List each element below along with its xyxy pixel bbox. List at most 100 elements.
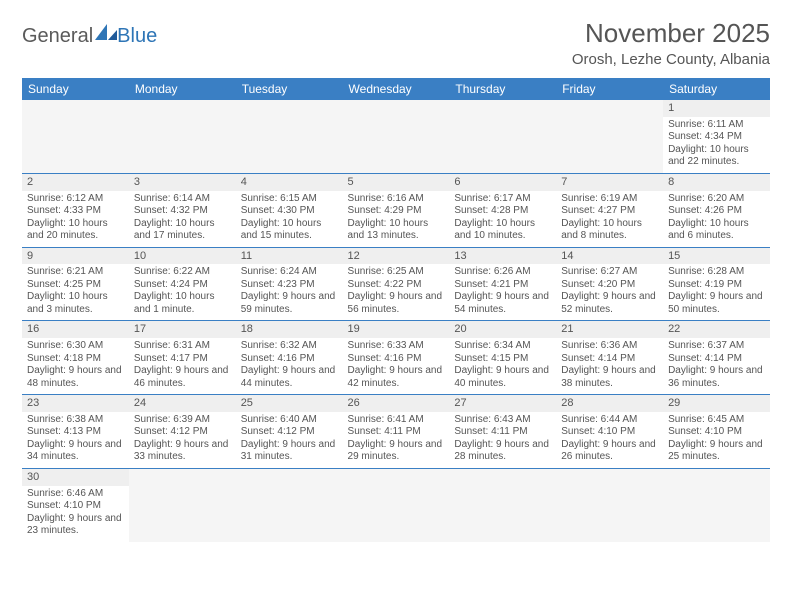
calendar-cell: 16Sunrise: 6:30 AMSunset: 4:18 PMDayligh… [22, 321, 129, 395]
sunrise-text: Sunrise: 6:44 AM [561, 414, 658, 427]
calendar-cell: 8Sunrise: 6:20 AMSunset: 4:26 PMDaylight… [663, 173, 770, 247]
daylight-text: Daylight: 9 hours and 56 minutes. [348, 291, 445, 316]
sunset-text: Sunset: 4:11 PM [348, 426, 445, 439]
day-number: 27 [449, 395, 556, 412]
sunset-text: Sunset: 4:18 PM [27, 353, 124, 366]
day-number: 24 [129, 395, 236, 412]
daylight-text: Daylight: 10 hours and 8 minutes. [561, 218, 658, 243]
calendar-cell: 7Sunrise: 6:19 AMSunset: 4:27 PMDaylight… [556, 173, 663, 247]
daylight-text: Daylight: 9 hours and 33 minutes. [134, 439, 231, 464]
sunrise-text: Sunrise: 6:43 AM [454, 414, 551, 427]
daylight-text: Daylight: 9 hours and 46 minutes. [134, 365, 231, 390]
day-number: 16 [22, 321, 129, 338]
sunrise-text: Sunrise: 6:16 AM [348, 193, 445, 206]
daylight-text: Daylight: 9 hours and 59 minutes. [241, 291, 338, 316]
daylight-text: Daylight: 9 hours and 44 minutes. [241, 365, 338, 390]
day-number: 4 [236, 174, 343, 191]
daylight-text: Daylight: 9 hours and 29 minutes. [348, 439, 445, 464]
sunset-text: Sunset: 4:28 PM [454, 205, 551, 218]
calendar-row: 1Sunrise: 6:11 AMSunset: 4:34 PMDaylight… [22, 100, 770, 173]
calendar-cell [449, 468, 556, 541]
day-number: 2 [22, 174, 129, 191]
sunset-text: Sunset: 4:32 PM [134, 205, 231, 218]
sunset-text: Sunset: 4:30 PM [241, 205, 338, 218]
calendar-cell: 22Sunrise: 6:37 AMSunset: 4:14 PMDayligh… [663, 321, 770, 395]
weekday-header: Thursday [449, 78, 556, 100]
calendar-cell [449, 100, 556, 173]
sunrise-text: Sunrise: 6:34 AM [454, 340, 551, 353]
sunrise-text: Sunrise: 6:31 AM [134, 340, 231, 353]
sunset-text: Sunset: 4:13 PM [27, 426, 124, 439]
calendar-cell: 15Sunrise: 6:28 AMSunset: 4:19 PMDayligh… [663, 247, 770, 321]
sunrise-text: Sunrise: 6:20 AM [668, 193, 765, 206]
calendar-table: Sunday Monday Tuesday Wednesday Thursday… [22, 78, 770, 542]
sunset-text: Sunset: 4:24 PM [134, 279, 231, 292]
sunrise-text: Sunrise: 6:37 AM [668, 340, 765, 353]
sunset-text: Sunset: 4:23 PM [241, 279, 338, 292]
sunset-text: Sunset: 4:15 PM [454, 353, 551, 366]
calendar-cell: 25Sunrise: 6:40 AMSunset: 4:12 PMDayligh… [236, 395, 343, 469]
daylight-text: Daylight: 9 hours and 40 minutes. [454, 365, 551, 390]
calendar-cell: 12Sunrise: 6:25 AMSunset: 4:22 PMDayligh… [343, 247, 450, 321]
sunrise-text: Sunrise: 6:19 AM [561, 193, 658, 206]
day-number: 9 [22, 248, 129, 265]
daylight-text: Daylight: 9 hours and 50 minutes. [668, 291, 765, 316]
location-label: Orosh, Lezhe County, Albania [572, 51, 770, 68]
daylight-text: Daylight: 10 hours and 17 minutes. [134, 218, 231, 243]
daylight-text: Daylight: 9 hours and 36 minutes. [668, 365, 765, 390]
day-number: 21 [556, 321, 663, 338]
calendar-cell [343, 468, 450, 541]
calendar-cell: 14Sunrise: 6:27 AMSunset: 4:20 PMDayligh… [556, 247, 663, 321]
weekday-header: Tuesday [236, 78, 343, 100]
calendar-cell: 24Sunrise: 6:39 AMSunset: 4:12 PMDayligh… [129, 395, 236, 469]
daylight-text: Daylight: 9 hours and 34 minutes. [27, 439, 124, 464]
day-number: 20 [449, 321, 556, 338]
daylight-text: Daylight: 9 hours and 31 minutes. [241, 439, 338, 464]
daylight-text: Daylight: 10 hours and 13 minutes. [348, 218, 445, 243]
day-number: 15 [663, 248, 770, 265]
calendar-cell: 9Sunrise: 6:21 AMSunset: 4:25 PMDaylight… [22, 247, 129, 321]
day-number: 13 [449, 248, 556, 265]
calendar-cell [22, 100, 129, 173]
daylight-text: Daylight: 9 hours and 25 minutes. [668, 439, 765, 464]
sunset-text: Sunset: 4:29 PM [348, 205, 445, 218]
sunrise-text: Sunrise: 6:41 AM [348, 414, 445, 427]
sunset-text: Sunset: 4:22 PM [348, 279, 445, 292]
calendar-cell: 6Sunrise: 6:17 AMSunset: 4:28 PMDaylight… [449, 173, 556, 247]
weekday-header: Saturday [663, 78, 770, 100]
sunrise-text: Sunrise: 6:28 AM [668, 266, 765, 279]
sail-icon [95, 24, 117, 40]
day-number: 28 [556, 395, 663, 412]
weekday-header: Monday [129, 78, 236, 100]
sunrise-text: Sunrise: 6:25 AM [348, 266, 445, 279]
day-number: 14 [556, 248, 663, 265]
calendar-cell: 2Sunrise: 6:12 AMSunset: 4:33 PMDaylight… [22, 173, 129, 247]
calendar-cell: 18Sunrise: 6:32 AMSunset: 4:16 PMDayligh… [236, 321, 343, 395]
calendar-cell: 19Sunrise: 6:33 AMSunset: 4:16 PMDayligh… [343, 321, 450, 395]
day-number: 19 [343, 321, 450, 338]
sunrise-text: Sunrise: 6:11 AM [668, 119, 765, 132]
sunrise-text: Sunrise: 6:33 AM [348, 340, 445, 353]
calendar-cell [236, 468, 343, 541]
day-number: 30 [22, 469, 129, 486]
day-number: 11 [236, 248, 343, 265]
day-number: 3 [129, 174, 236, 191]
sunset-text: Sunset: 4:16 PM [241, 353, 338, 366]
calendar-row: 9Sunrise: 6:21 AMSunset: 4:25 PMDaylight… [22, 247, 770, 321]
header: General Blue November 2025 Orosh, Lezhe … [22, 18, 770, 68]
weekday-header: Wednesday [343, 78, 450, 100]
sunrise-text: Sunrise: 6:17 AM [454, 193, 551, 206]
sunrise-text: Sunrise: 6:30 AM [27, 340, 124, 353]
sunset-text: Sunset: 4:14 PM [561, 353, 658, 366]
calendar-cell: 27Sunrise: 6:43 AMSunset: 4:11 PMDayligh… [449, 395, 556, 469]
sunset-text: Sunset: 4:21 PM [454, 279, 551, 292]
calendar-cell: 20 Sunrise: 6:34 AMSunset: 4:15 PMDayligh… [449, 321, 556, 395]
day-number: 29 [663, 395, 770, 412]
calendar-cell: 10Sunrise: 6:22 AMSunset: 4:24 PMDayligh… [129, 247, 236, 321]
day-number: 26 [343, 395, 450, 412]
daylight-text: Daylight: 10 hours and 15 minutes. [241, 218, 338, 243]
sunrise-text: Sunrise: 6:15 AM [241, 193, 338, 206]
sunset-text: Sunset: 4:10 PM [668, 426, 765, 439]
sunset-text: Sunset: 4:12 PM [241, 426, 338, 439]
brand-logo: General Blue [22, 24, 157, 48]
